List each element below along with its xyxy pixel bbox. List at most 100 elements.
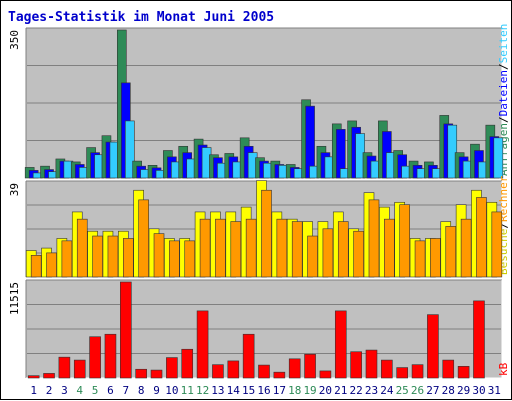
x-tick-label: 16 [257, 384, 270, 397]
x-tick-label: 12 [196, 384, 209, 397]
bar-kb-day-2 [43, 373, 55, 379]
bar-kb-day-5 [89, 336, 101, 379]
x-tick-label: 4 [76, 384, 83, 397]
bar-rechner-day-22 [353, 230, 364, 278]
bar-kb-day-22 [350, 351, 362, 379]
bar-kb-day-26 [411, 364, 424, 379]
bar-rechner-day-5 [92, 235, 103, 278]
bar-rechner-day-10 [169, 240, 180, 278]
bar-rechner-day-30 [476, 197, 487, 278]
y-max-label: 11515 [8, 282, 21, 315]
bar-kb-day-14 [227, 360, 240, 379]
bar-kb-day-21 [334, 310, 347, 379]
x-tick-label: 26 [411, 384, 424, 397]
bar-kb-day-3 [58, 356, 71, 379]
x-tick-label: 27 [426, 384, 439, 397]
x-tick-label: 6 [107, 384, 114, 397]
bar-kb-day-6 [104, 333, 117, 379]
x-tick-label: 17 [273, 384, 286, 397]
x-tick-label: 25 [396, 384, 409, 397]
x-tick-label: 10 [165, 384, 178, 397]
bar-kb-day-17 [273, 371, 286, 379]
x-tick-label: 13 [211, 384, 224, 397]
chart-panels: 350Anfragen/Dateien/Seiten39Besuche/Rech… [8, 24, 510, 379]
bar-seiten-day-7 [125, 120, 135, 179]
legend-entry: Dateien [497, 70, 510, 116]
bar-kb-day-13 [212, 364, 224, 379]
legend-entry: Rechner [497, 175, 510, 222]
x-tick-label: 14 [227, 384, 241, 397]
x-tick-label: 1 [30, 384, 37, 397]
legend-entry: / [497, 116, 510, 123]
bar-rechner-day-13 [215, 218, 226, 278]
bar-rechner-day-2 [46, 252, 57, 278]
bar-rechner-day-9 [153, 233, 165, 278]
legend-entry: / [497, 63, 510, 70]
bar-rechner-day-31 [491, 211, 503, 278]
x-axis-ticks: 1 2 3 4 5 6 7 8 9 10 11 12 13 14 15 16 17 18 19 20 21 22 23 24 2… [30, 384, 501, 397]
x-tick-label: 22 [350, 384, 363, 397]
bar-rechner-day-24 [384, 218, 395, 278]
bar-rechner-day-3 [61, 240, 73, 278]
bar-rechner-day-4 [76, 218, 88, 278]
bar-kb-day-29 [457, 366, 470, 379]
x-tick-label: 2 [46, 384, 53, 397]
bar-kb-day-23 [365, 349, 378, 379]
bar-rechner-day-29 [460, 218, 472, 278]
bar-kb-day-19 [304, 353, 316, 379]
bar-kb-day-24 [381, 359, 393, 379]
bar-kb-day-8 [135, 368, 147, 379]
bar-rechner-day-20 [322, 228, 334, 278]
bar-kb-day-25 [396, 367, 408, 379]
x-tick-label: 5 [92, 384, 99, 397]
bar-rechner-day-21 [337, 221, 349, 278]
bar-kb-day-10 [166, 357, 178, 379]
bar-kb-day-20 [319, 370, 332, 379]
bar-rechner-day-28 [445, 226, 457, 278]
x-tick-label: 11 [181, 384, 194, 397]
legend-entry: / [497, 222, 510, 229]
x-tick-label: 9 [153, 384, 160, 397]
x-tick-label: 31 [488, 384, 501, 397]
chart-title: Tages-Statistik im Monat Juni 2005 [8, 10, 274, 25]
x-tick-label: 30 [472, 384, 485, 397]
series-legend: kB [497, 362, 510, 376]
x-tick-label: 15 [242, 384, 255, 397]
bar-rechner-day-18 [291, 221, 303, 278]
x-tick-label: 23 [365, 384, 378, 397]
bar-kb-day-18 [288, 358, 301, 379]
bar-rechner-day-6 [107, 235, 119, 278]
bar-kb-day-16 [258, 364, 270, 379]
x-tick-label: 3 [61, 384, 68, 397]
bar-rechner-day-17 [276, 218, 288, 278]
legend-entry: kB [497, 362, 510, 376]
bar-rechner-day-8 [138, 199, 149, 278]
bar-rechner-day-1 [30, 255, 42, 278]
x-tick-label: 19 [303, 384, 316, 397]
y-max-label: 350 [8, 30, 21, 50]
bar-kb-day-11 [181, 348, 194, 379]
bar-rechner-day-12 [199, 218, 211, 278]
x-tick-label: 24 [380, 384, 394, 397]
x-tick-label: 8 [138, 384, 145, 397]
bar-rechner-day-16 [261, 189, 272, 278]
y-max-label: 39 [8, 183, 21, 196]
bar-rechner-day-11 [184, 240, 196, 278]
x-tick-label: 21 [334, 384, 347, 397]
x-tick-label: 29 [457, 384, 470, 397]
x-tick-label: 28 [442, 384, 455, 397]
x-tick-label: 7 [122, 384, 129, 397]
bar-seiten-day-28 [447, 124, 458, 179]
bar-rechner-day-15 [245, 218, 257, 278]
bar-kb-day-9 [150, 369, 163, 379]
bar-rechner-day-14 [230, 221, 242, 278]
bar-kb-day-27 [427, 314, 439, 379]
bar-rechner-day-23 [368, 199, 380, 278]
bar-kb-day-30 [473, 300, 485, 379]
bar-rechner-day-26 [414, 240, 426, 278]
bar-kb-day-7 [120, 281, 132, 379]
bar-rechner-day-27 [430, 238, 441, 278]
